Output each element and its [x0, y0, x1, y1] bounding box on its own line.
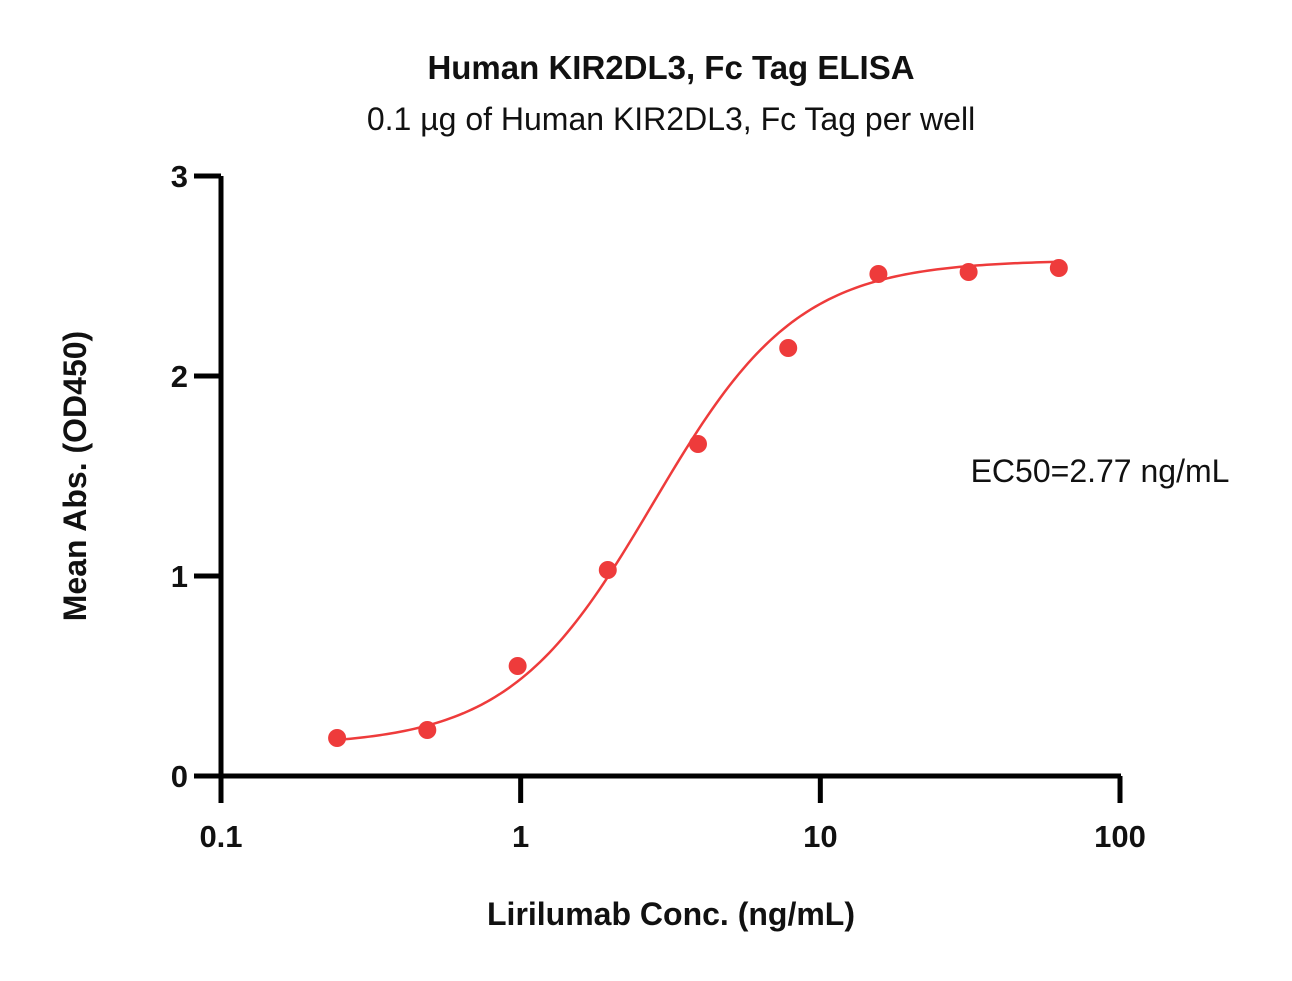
x-axis-label: Lirilumab Conc. (ng/mL) — [487, 896, 855, 932]
ticks — [194, 173, 1123, 803]
data-point — [869, 265, 888, 283]
data-point — [959, 263, 978, 281]
data-point — [688, 435, 707, 453]
data-point — [418, 721, 437, 739]
chart-title: Human KIR2DL3, Fc Tag ELISA — [427, 49, 914, 86]
chart-subtitle: 0.1 µg of Human KIR2DL3, Fc Tag per well — [367, 101, 975, 137]
x-tick-label: 10 — [803, 819, 837, 854]
y-axis-label: Mean Abs. (OD450) — [57, 331, 93, 621]
data-points — [328, 259, 1068, 747]
fit-curve — [336, 260, 1059, 742]
y-tick-label: 3 — [171, 159, 188, 194]
data-point — [598, 561, 617, 579]
ec50-annotation: EC50=2.77 ng/mL — [971, 453, 1230, 489]
data-point — [328, 729, 347, 747]
x-tick-label: 0.1 — [199, 819, 242, 854]
data-point — [1049, 259, 1068, 277]
y-tick-label: 1 — [171, 559, 188, 594]
data-point — [508, 657, 527, 675]
y-tick-label: 0 — [171, 759, 188, 794]
data-point — [779, 339, 798, 357]
x-tick-label: 100 — [1094, 819, 1146, 854]
tick-labels: 0.1 1 10 100 0 1 2 3 — [171, 159, 1146, 854]
axes — [218, 176, 1121, 779]
x-tick-label: 1 — [512, 819, 529, 854]
y-tick-label: 2 — [171, 359, 188, 394]
